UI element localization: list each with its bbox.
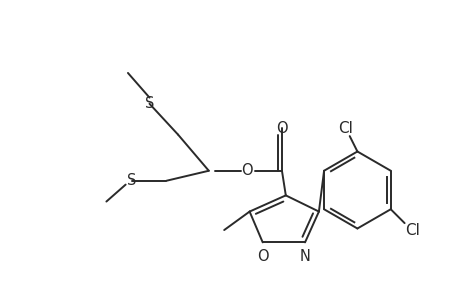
Text: Cl: Cl: [338, 121, 353, 136]
Text: O: O: [241, 163, 252, 178]
Text: Cl: Cl: [404, 223, 419, 238]
Text: S: S: [127, 173, 136, 188]
Text: S: S: [145, 96, 154, 111]
Text: N: N: [299, 248, 310, 263]
Text: O: O: [256, 248, 268, 263]
Text: O: O: [275, 121, 287, 136]
